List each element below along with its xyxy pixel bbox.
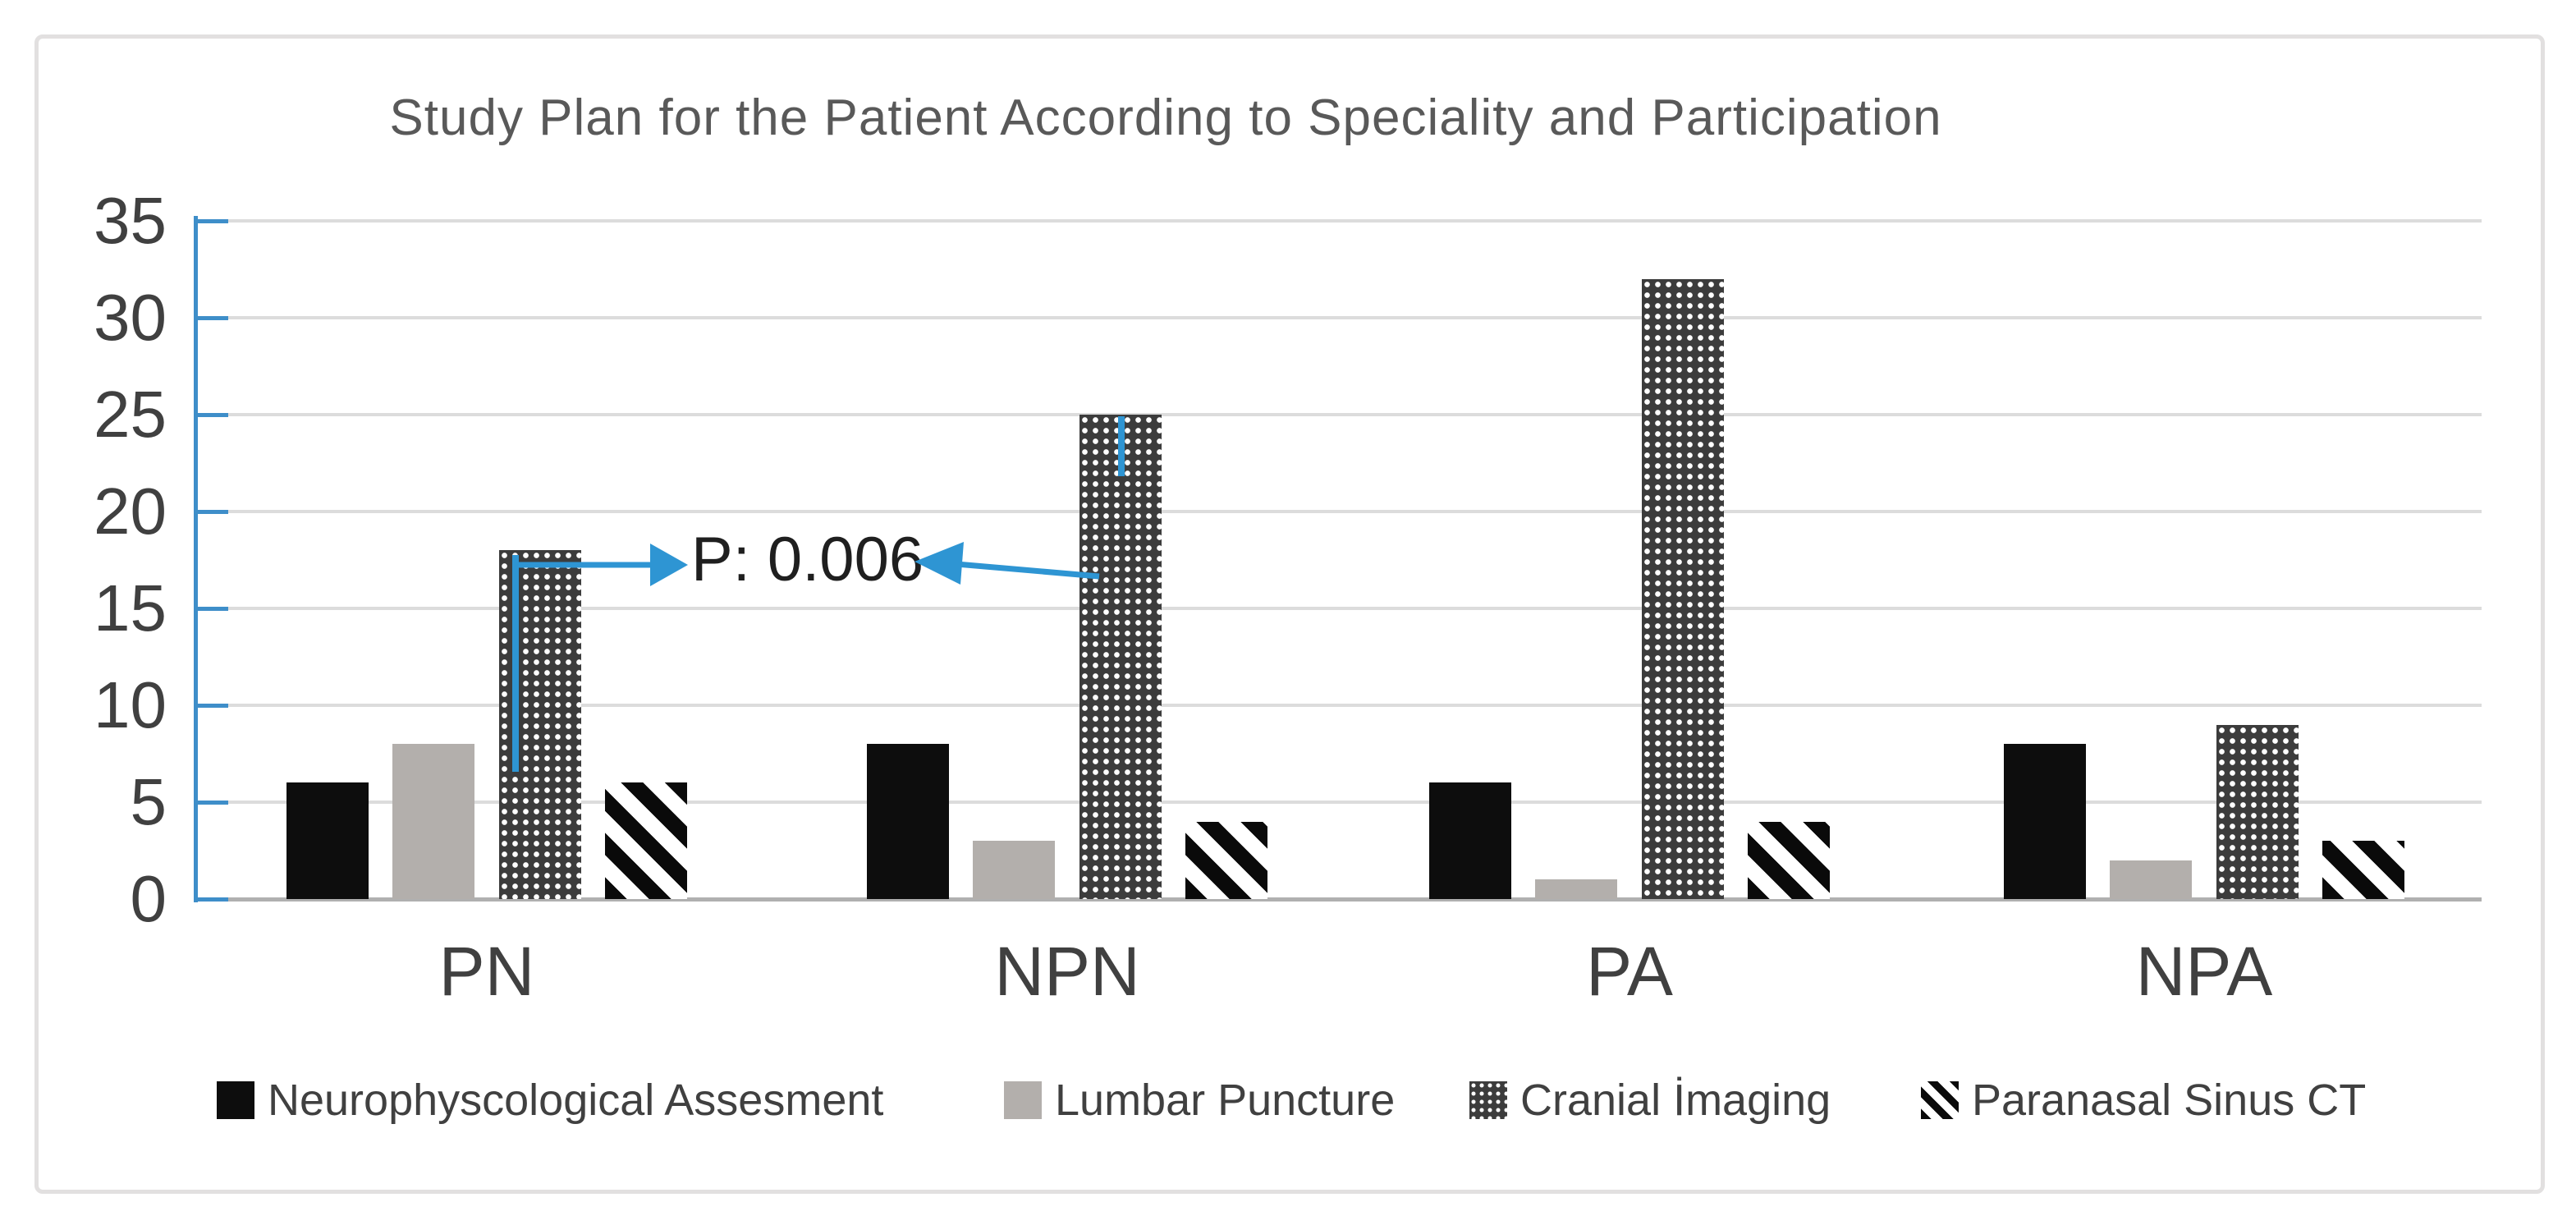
legend-label-cranial-i-maging: Cranial İmaging: [1520, 1076, 1831, 1125]
y-tick-label-15: 15: [94, 571, 167, 645]
x-category-label-pn: PN: [438, 933, 535, 1010]
chart-title: Study Plan for the Patient According to …: [389, 89, 1942, 146]
bar-pn-paranasal-sinus-ct: [605, 782, 688, 899]
y-tick-label-35: 35: [94, 184, 167, 257]
legend-item-lumbar-puncture: Lumbar Puncture: [1004, 1071, 1395, 1129]
x-category-label-npn: NPN: [994, 933, 1140, 1010]
arrowhead-right-icon: [650, 544, 688, 586]
bar-npa-paranasal-sinus-ct: [2322, 841, 2405, 899]
legend-item-cranial-i-maging: Cranial İmaging: [1469, 1071, 1831, 1129]
gridline-5: [197, 801, 2482, 804]
legend-item-neurophyscological-assesment: Neurophyscological Assesment: [217, 1071, 883, 1129]
legend-label-paranasal-sinus-ct: Paranasal Sinus CT: [1972, 1076, 2367, 1125]
bar-pa-neurophyscological-assesment: [1428, 782, 1511, 899]
legend-marker-neurophyscological-assesment-icon: [217, 1081, 254, 1119]
y-tick-label-30: 30: [94, 281, 167, 354]
y-tick-5: [197, 801, 228, 805]
gridline-35: [197, 219, 2482, 223]
bar-npa-cranial-i-maging: [2216, 724, 2299, 899]
bar-npn-paranasal-sinus-ct: [1185, 821, 1268, 899]
gridline-30: [197, 316, 2482, 319]
x-category-label-npa: NPA: [2135, 933, 2273, 1010]
x-category-label-pa: PA: [1586, 933, 1673, 1010]
gridline-25: [197, 413, 2482, 416]
y-tick-label-20: 20: [94, 475, 167, 548]
legend-marker-cranial-i-maging-icon: [1469, 1081, 1507, 1119]
bar-npn-lumbar-puncture: [973, 841, 1056, 899]
gridline-10: [197, 704, 2482, 707]
y-tick-25: [197, 413, 228, 417]
y-tick-label-25: 25: [94, 378, 167, 451]
y-tick-label-0: 0: [130, 862, 167, 935]
bar-pa-cranial-i-maging: [1641, 278, 1724, 899]
legend-marker-paranasal-sinus-ct-icon: [1921, 1081, 1959, 1119]
p-value-label: P: 0.006: [691, 525, 924, 594]
y-tick-0: [197, 897, 228, 902]
bar-pn-lumbar-puncture: [392, 744, 475, 899]
bar-npn-cranial-i-maging: [1079, 415, 1162, 899]
y-tick-label-10: 10: [94, 668, 167, 741]
y-tick-20: [197, 510, 228, 514]
arrow-line-from-npn: [956, 561, 1100, 580]
gridline-15: [197, 607, 2482, 610]
legend-marker-lumbar-puncture-icon: [1004, 1081, 1042, 1119]
legend-label-neurophyscological-assesment: Neurophyscological Assesment: [268, 1076, 884, 1125]
gridline-20: [197, 510, 2482, 513]
bar-npa-neurophyscological-assesment: [2003, 744, 2086, 899]
bar-pa-lumbar-puncture: [1535, 879, 1618, 899]
y-tick-35: [197, 219, 228, 223]
y-axis-line: [194, 216, 198, 902]
bar-npn-neurophyscological-assesment: [866, 744, 949, 899]
y-tick-label-5: 5: [130, 765, 167, 838]
y-tick-15: [197, 607, 228, 611]
legend-item-paranasal-sinus-ct: Paranasal Sinus CT: [1921, 1071, 2366, 1129]
y-tick-10: [197, 704, 228, 708]
bar-pn-neurophyscological-assesment: [286, 782, 369, 899]
legend-label-lumbar-puncture: Lumbar Puncture: [1055, 1076, 1396, 1125]
x-axis-baseline: [197, 897, 2482, 902]
bar-npa-lumbar-puncture: [2110, 860, 2193, 899]
bar-pn-cranial-i-maging: [498, 550, 581, 899]
bar-pa-paranasal-sinus-ct: [1748, 821, 1831, 899]
y-tick-30: [197, 316, 228, 320]
figure-border: [34, 34, 2545, 1194]
arrowhead-left-icon: [914, 542, 964, 585]
